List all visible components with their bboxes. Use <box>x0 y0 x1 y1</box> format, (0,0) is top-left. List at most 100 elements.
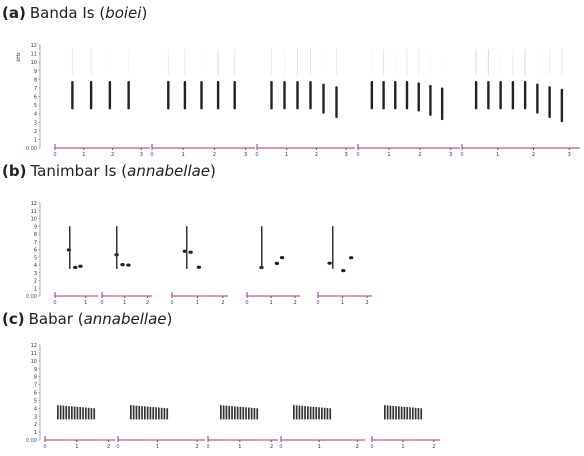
x-tick-label: 0 <box>53 152 56 158</box>
note-faint <box>525 49 526 75</box>
note <box>404 407 406 420</box>
y-tick-label: 4 <box>34 406 37 412</box>
note <box>248 408 250 420</box>
note <box>223 405 225 419</box>
figure: (a)Banda Is (boiei)kHz0.0012345678910111… <box>0 0 584 456</box>
title-part: Babar ( <box>29 310 84 328</box>
note <box>60 405 62 419</box>
note <box>234 406 236 419</box>
x-tick-label: 0 <box>170 300 173 306</box>
x-tick-label: 2 <box>195 444 198 450</box>
title-part: (b) <box>2 162 26 180</box>
note <box>409 407 411 419</box>
note-faint <box>512 49 513 75</box>
x-tick-label: 2 <box>146 300 149 306</box>
note <box>315 407 317 419</box>
note <box>382 81 384 109</box>
note-stroke <box>69 226 71 269</box>
y-tick-label: 3 <box>34 271 37 277</box>
x-tick-label: 3 <box>344 152 347 158</box>
note <box>245 407 247 419</box>
y-tick-label: 6 <box>34 95 37 101</box>
note <box>152 407 154 419</box>
x-tick-label: 2 <box>532 152 535 158</box>
note <box>307 406 309 419</box>
note-faint <box>72 49 73 75</box>
y-tick-label: 9 <box>34 69 37 75</box>
note <box>406 81 408 109</box>
y-tick-label: 2 <box>34 422 37 428</box>
note-faint <box>323 49 324 75</box>
note-faint <box>128 49 129 75</box>
note <box>217 81 219 109</box>
note <box>79 407 81 419</box>
note-stroke <box>186 226 188 269</box>
note <box>299 406 301 420</box>
y-tick-label: 10 <box>31 217 37 223</box>
note <box>158 408 160 420</box>
y-tick-label: 9 <box>34 224 37 230</box>
note <box>420 408 422 419</box>
note <box>251 408 253 420</box>
title-part: ) <box>167 310 173 328</box>
note <box>161 408 163 420</box>
y-tick-label: 2 <box>34 279 37 285</box>
note <box>120 263 124 266</box>
note <box>147 407 149 420</box>
note <box>150 407 152 420</box>
note <box>184 81 186 109</box>
note <box>415 408 417 420</box>
note <box>91 408 93 419</box>
note <box>394 81 396 109</box>
note-faint <box>91 49 92 75</box>
note <box>270 81 272 109</box>
note <box>188 251 192 254</box>
note <box>313 407 315 420</box>
note <box>90 81 92 109</box>
y-tick-label: 4 <box>34 112 37 118</box>
note <box>327 408 329 419</box>
x-tick-label: 1 <box>156 444 159 450</box>
note <box>329 408 331 419</box>
note-faint <box>476 49 477 75</box>
note <box>136 406 138 420</box>
x-tick-label: 0 <box>370 444 373 450</box>
note <box>392 406 394 420</box>
note <box>275 262 279 265</box>
y-tick-label: 6 <box>34 391 37 397</box>
note <box>197 266 201 269</box>
note <box>412 408 414 420</box>
note <box>548 86 550 118</box>
note-faint <box>537 49 538 75</box>
y-tick-label: 0.00 <box>26 438 37 444</box>
spectrogram <box>220 405 258 419</box>
x-tick-label: 1 <box>123 300 126 306</box>
x-tick-label: 2 <box>294 300 297 306</box>
note <box>318 407 320 419</box>
note <box>524 81 526 109</box>
note <box>310 407 312 420</box>
y-tick-label: 8 <box>34 77 37 83</box>
note <box>536 84 538 114</box>
note <box>441 87 443 120</box>
note <box>57 405 59 419</box>
spectrogram <box>259 226 284 269</box>
x-tick-label: 2 <box>213 152 216 158</box>
note <box>512 81 514 109</box>
note <box>499 81 501 109</box>
note <box>237 407 239 420</box>
note-faint <box>218 49 219 75</box>
note-faint <box>234 49 235 75</box>
x-tick-label: 2 <box>270 444 273 450</box>
x-tick-label: 3 <box>244 152 247 158</box>
x-tick-label: 1 <box>318 444 321 450</box>
x-tick-label: 0 <box>255 152 258 158</box>
note <box>234 81 236 109</box>
note <box>475 81 477 109</box>
y-tick-label: 11 <box>31 209 37 215</box>
note <box>296 81 298 109</box>
note <box>395 406 397 419</box>
spectrogram <box>371 49 444 120</box>
x-tick-label: 2 <box>365 300 368 306</box>
y-tick-label: 3 <box>34 120 37 126</box>
